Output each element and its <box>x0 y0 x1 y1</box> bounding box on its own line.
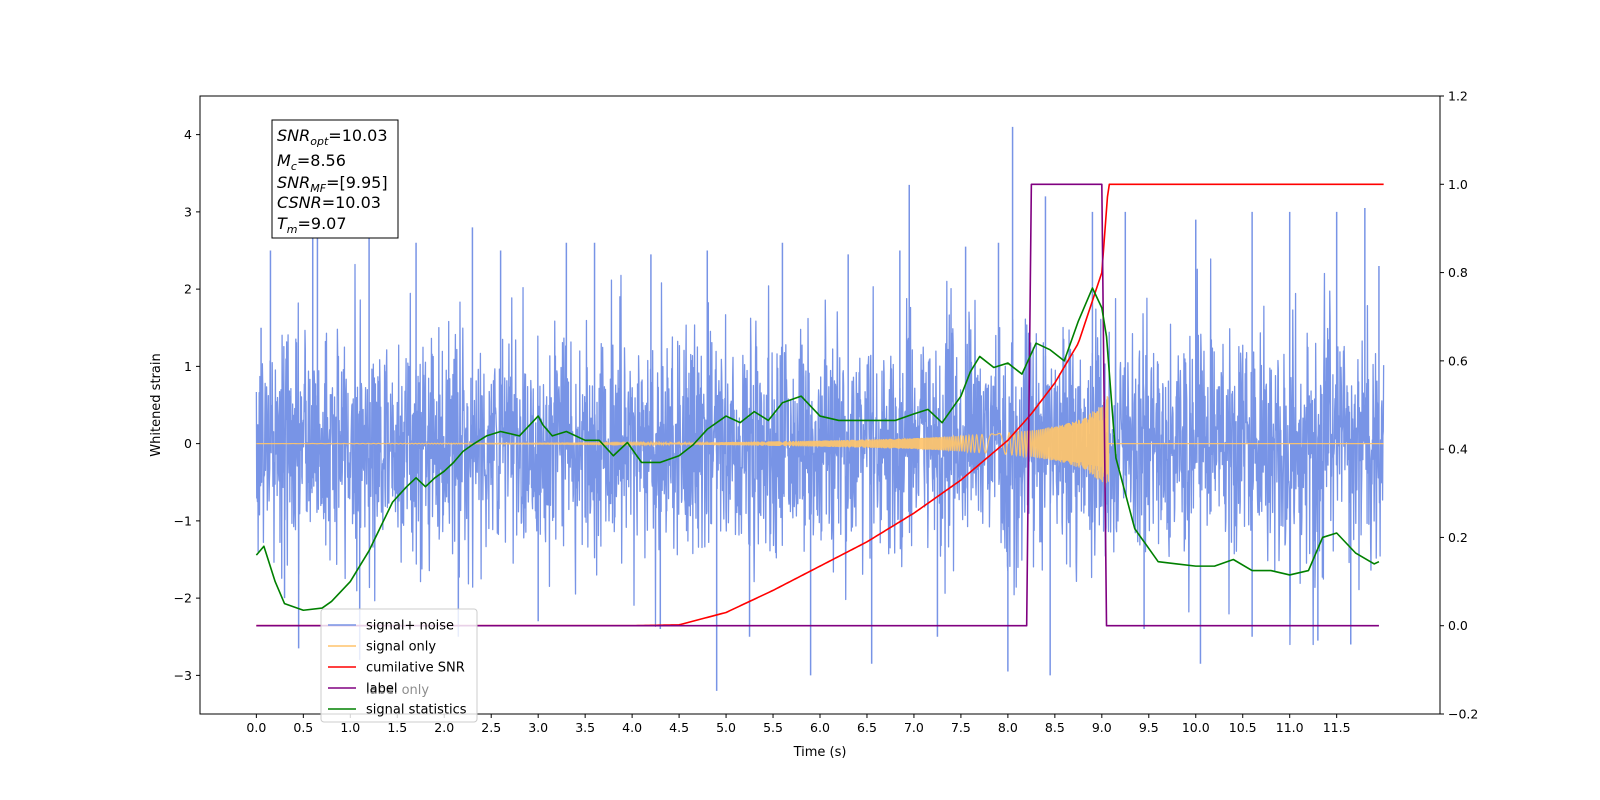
x-tick-label: 0.0 <box>246 720 266 735</box>
y2-tick-label: 0.0 <box>1448 618 1468 633</box>
x-tick-label: 1.5 <box>387 720 407 735</box>
ann-mc-value: =8.56 <box>297 151 346 170</box>
x-tick-label: 6.5 <box>857 720 877 735</box>
ann-mc-sub: c <box>291 160 297 173</box>
ann-snr-opt-base: SNR <box>277 126 310 145</box>
ann-snr-mf-value: =[9.95] <box>326 173 388 192</box>
series-signal-only <box>256 396 1384 488</box>
annotation-mc: Mc=8.56 <box>277 151 346 173</box>
annotation-box: SNRopt=10.03 Mc=8.56 SNRMF=[9.95] CSNR=1… <box>271 119 399 239</box>
ann-snr-opt-sub: opt <box>310 135 329 148</box>
y-axis-right: −0.2 0.0 0.2 0.4 0.6 0.8 1.0 1.2 <box>1440 89 1478 722</box>
y-tick-label: 3 <box>184 204 192 219</box>
x-tick-label: 10.0 <box>1182 720 1210 735</box>
x-axis: 0.0 0.5 1.0 1.5 2.0 2.5 3.0 3.5 4.0 4.5 5.0 5.5 6.0 6… <box>246 714 1351 735</box>
x-tick-label: 3.5 <box>575 720 595 735</box>
y-tick-label: 2 <box>184 282 192 297</box>
x-tick-label: 8.0 <box>998 720 1018 735</box>
y-tick-label: −1 <box>174 513 192 528</box>
x-tick-label: 3.0 <box>528 720 548 735</box>
ann-tm-base: T <box>277 214 288 233</box>
legend-label: signal only <box>366 640 436 655</box>
y-tick-label: 0 <box>184 436 192 451</box>
legend-frame <box>320 608 478 723</box>
y-tick-label: 4 <box>184 127 192 142</box>
ann-tm-sub: m <box>287 223 298 236</box>
annotation-box-frame <box>271 119 399 239</box>
legend-entries: signal+ noise signal only cumilative SNR la… <box>328 619 467 718</box>
legend-ghost-text: label only <box>366 683 429 698</box>
x-tick-label: 10.5 <box>1229 720 1257 735</box>
ann-csnr-base: CSNR <box>277 193 322 212</box>
y-axis-left: −3 −2 −1 0 1 2 3 4 <box>174 127 200 683</box>
x-tick-label: 4.0 <box>622 720 642 735</box>
x-tick-label: 0.5 <box>293 720 313 735</box>
x-tick-label: 4.5 <box>669 720 689 735</box>
x-tick-label: 5.0 <box>716 720 736 735</box>
x-tick-label: 11.0 <box>1276 720 1304 735</box>
ann-csnr-value: =10.03 <box>322 193 381 212</box>
x-tick-label: 11.5 <box>1323 720 1351 735</box>
annotation-csnr: CSNR=10.03 <box>277 193 381 212</box>
ann-snr-mf-sub: MF <box>310 182 326 195</box>
x-tick-label: 7.5 <box>951 720 971 735</box>
legend-label: label <box>366 682 397 697</box>
ann-mc-base: M <box>277 151 291 170</box>
annotation-snr-mf: SNRMF=[9.95] <box>277 173 388 195</box>
y-tick-label: −2 <box>174 591 192 606</box>
y2-tick-label: 0.2 <box>1448 530 1468 545</box>
y2-tick-label: 0.4 <box>1448 442 1468 457</box>
ann-tm-value: =9.07 <box>298 214 347 233</box>
x-tick-label: 2.0 <box>434 720 454 735</box>
x-axis-label: Time (s) <box>793 745 847 760</box>
x-tick-label: 9.0 <box>1092 720 1112 735</box>
series-signal-noise-spikes <box>260 126 1380 691</box>
x-tick-label: 5.5 <box>763 720 783 735</box>
y2-tick-label: 0.6 <box>1448 353 1468 368</box>
legend-label: signal+ noise <box>366 619 454 634</box>
x-tick-label: 8.5 <box>1045 720 1065 735</box>
x-tick-label: 2.5 <box>481 720 501 735</box>
series-label <box>256 183 1379 627</box>
annotation-tm: Tm=9.07 <box>277 214 347 236</box>
y-tick-label: −3 <box>174 668 192 683</box>
ann-snr-mf-base: SNR <box>277 173 310 192</box>
legend: label only signal+ noise signal only cumil… <box>320 608 478 723</box>
x-tick-label: 6.0 <box>810 720 830 735</box>
y2-tick-label: 1.0 <box>1448 177 1468 192</box>
legend-label: signal statistics <box>366 703 467 718</box>
x-tick-label: 9.5 <box>1139 720 1159 735</box>
y-tick-label: 1 <box>184 359 192 374</box>
y2-tick-label: −0.2 <box>1448 707 1478 722</box>
series-signal-statistics <box>255 287 1380 612</box>
annotation-snr-opt: SNRopt=10.03 <box>277 126 388 148</box>
ann-snr-opt-value: =10.03 <box>328 126 387 145</box>
y-axis-label: Whitened strain <box>149 353 164 456</box>
y2-tick-label: 1.2 <box>1448 89 1468 104</box>
legend-label: cumilative SNR <box>366 661 465 676</box>
plot-area <box>255 126 1385 691</box>
y2-tick-label: 0.8 <box>1448 265 1468 280</box>
x-tick-label: 7.0 <box>904 720 924 735</box>
x-tick-label: 1.0 <box>340 720 360 735</box>
